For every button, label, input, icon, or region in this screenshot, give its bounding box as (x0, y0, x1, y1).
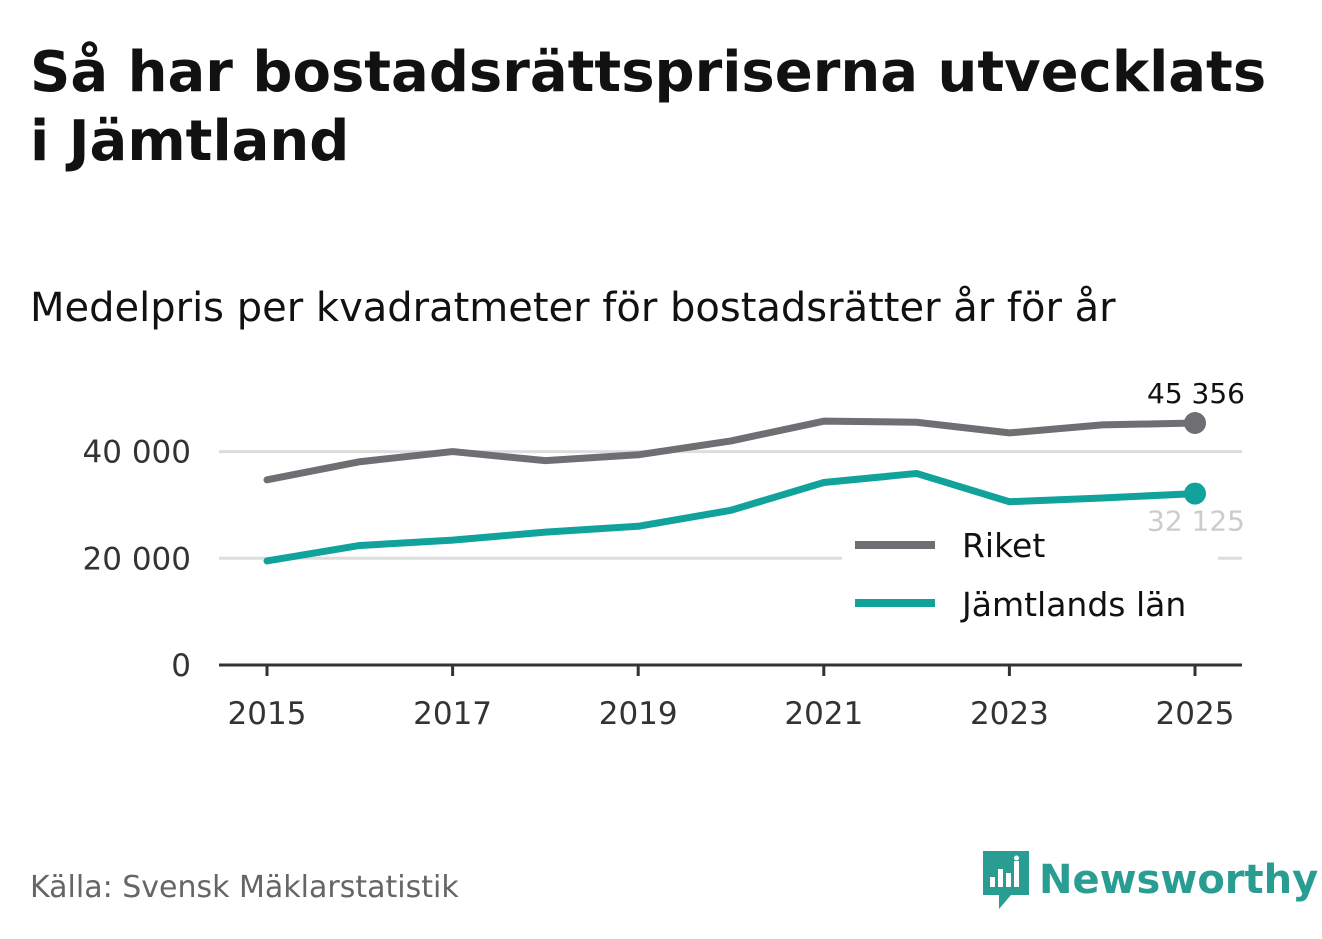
end-point-jamtland (1184, 482, 1206, 505)
x-tick-label: 2025 (1156, 696, 1235, 732)
series-line-riket (263, 417, 1199, 484)
y-tick-label: 0 (171, 648, 191, 684)
x-tick-label: 2021 (784, 696, 863, 732)
y-tick-label: 20 000 (83, 541, 191, 577)
chart-subtitle: Medelpris per kvadratmeter för bostadsrä… (30, 285, 1116, 331)
brand-name: Newsworthy (1039, 857, 1319, 903)
series-lines (263, 412, 1206, 565)
y-axis-labels: 0 20 000 40 000 (83, 435, 191, 684)
y-tick-label: 40 000 (83, 435, 191, 471)
source-note: Källa: Svensk Mäklarstatistik (30, 870, 459, 905)
brand-logo[interactable]: Newsworthy (981, 848, 1318, 912)
series-line-jamtland (263, 469, 1199, 565)
page-title: Så har bostadsrättspriserna utvecklats i… (30, 40, 1267, 174)
x-tick-label: 2019 (599, 696, 678, 732)
end-label-jamtland: 32 125 (1147, 505, 1245, 538)
legend-background (842, 518, 1218, 638)
x-axis-labels: 2015 2017 2019 2021 2023 2025 (228, 696, 1235, 732)
x-axis (219, 663, 1242, 676)
legend-label-jamtland: Jämtlands län (960, 585, 1186, 624)
legend-label-riket: Riket (962, 526, 1045, 565)
end-labels: 45 356 32 125 (1147, 377, 1245, 538)
newsworthy-logo-icon (983, 851, 1029, 909)
end-point-riket (1184, 412, 1206, 434)
x-tick-label: 2017 (413, 696, 492, 732)
legend: Riket Jämtlands län (842, 518, 1218, 638)
x-tick-label: 2023 (970, 696, 1049, 732)
end-label-riket: 45 356 (1147, 377, 1245, 410)
x-tick-label: 2015 (228, 696, 307, 732)
